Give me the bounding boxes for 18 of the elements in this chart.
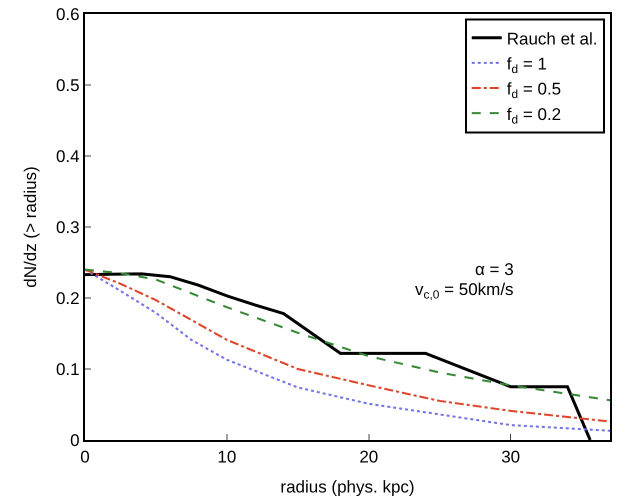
y-tick-label: 0.2	[56, 288, 80, 308]
y-tick-label: 0	[70, 430, 80, 450]
y-tick-label: 0.4	[56, 146, 80, 166]
legend-label: f$_{d}$ = 0.5	[506, 80, 562, 102]
x-tick-label: 20	[359, 447, 378, 466]
x-axis-title: radius (phys. kpc)	[280, 477, 415, 496]
y-tick-label: 0.3	[56, 218, 80, 237]
y-axis-title: dN/dz (> radius)	[21, 166, 40, 288]
annotation: α = 3	[475, 260, 514, 279]
y-tick-label: 0.6	[56, 4, 80, 24]
legend-label: Rauch et al.	[506, 29, 598, 48]
legend-label: f$_{d}$ = 1	[506, 54, 547, 76]
annotation: v$_{c,0}$ = 50km/s	[415, 280, 514, 302]
x-tick-label: 30	[501, 447, 520, 466]
y-tick-label: 0.1	[56, 360, 80, 379]
x-tick-label: 10	[217, 447, 236, 466]
y-tick-label: 0.5	[56, 76, 80, 95]
legend-label: f$_{d}$ = 0.2	[506, 104, 562, 126]
